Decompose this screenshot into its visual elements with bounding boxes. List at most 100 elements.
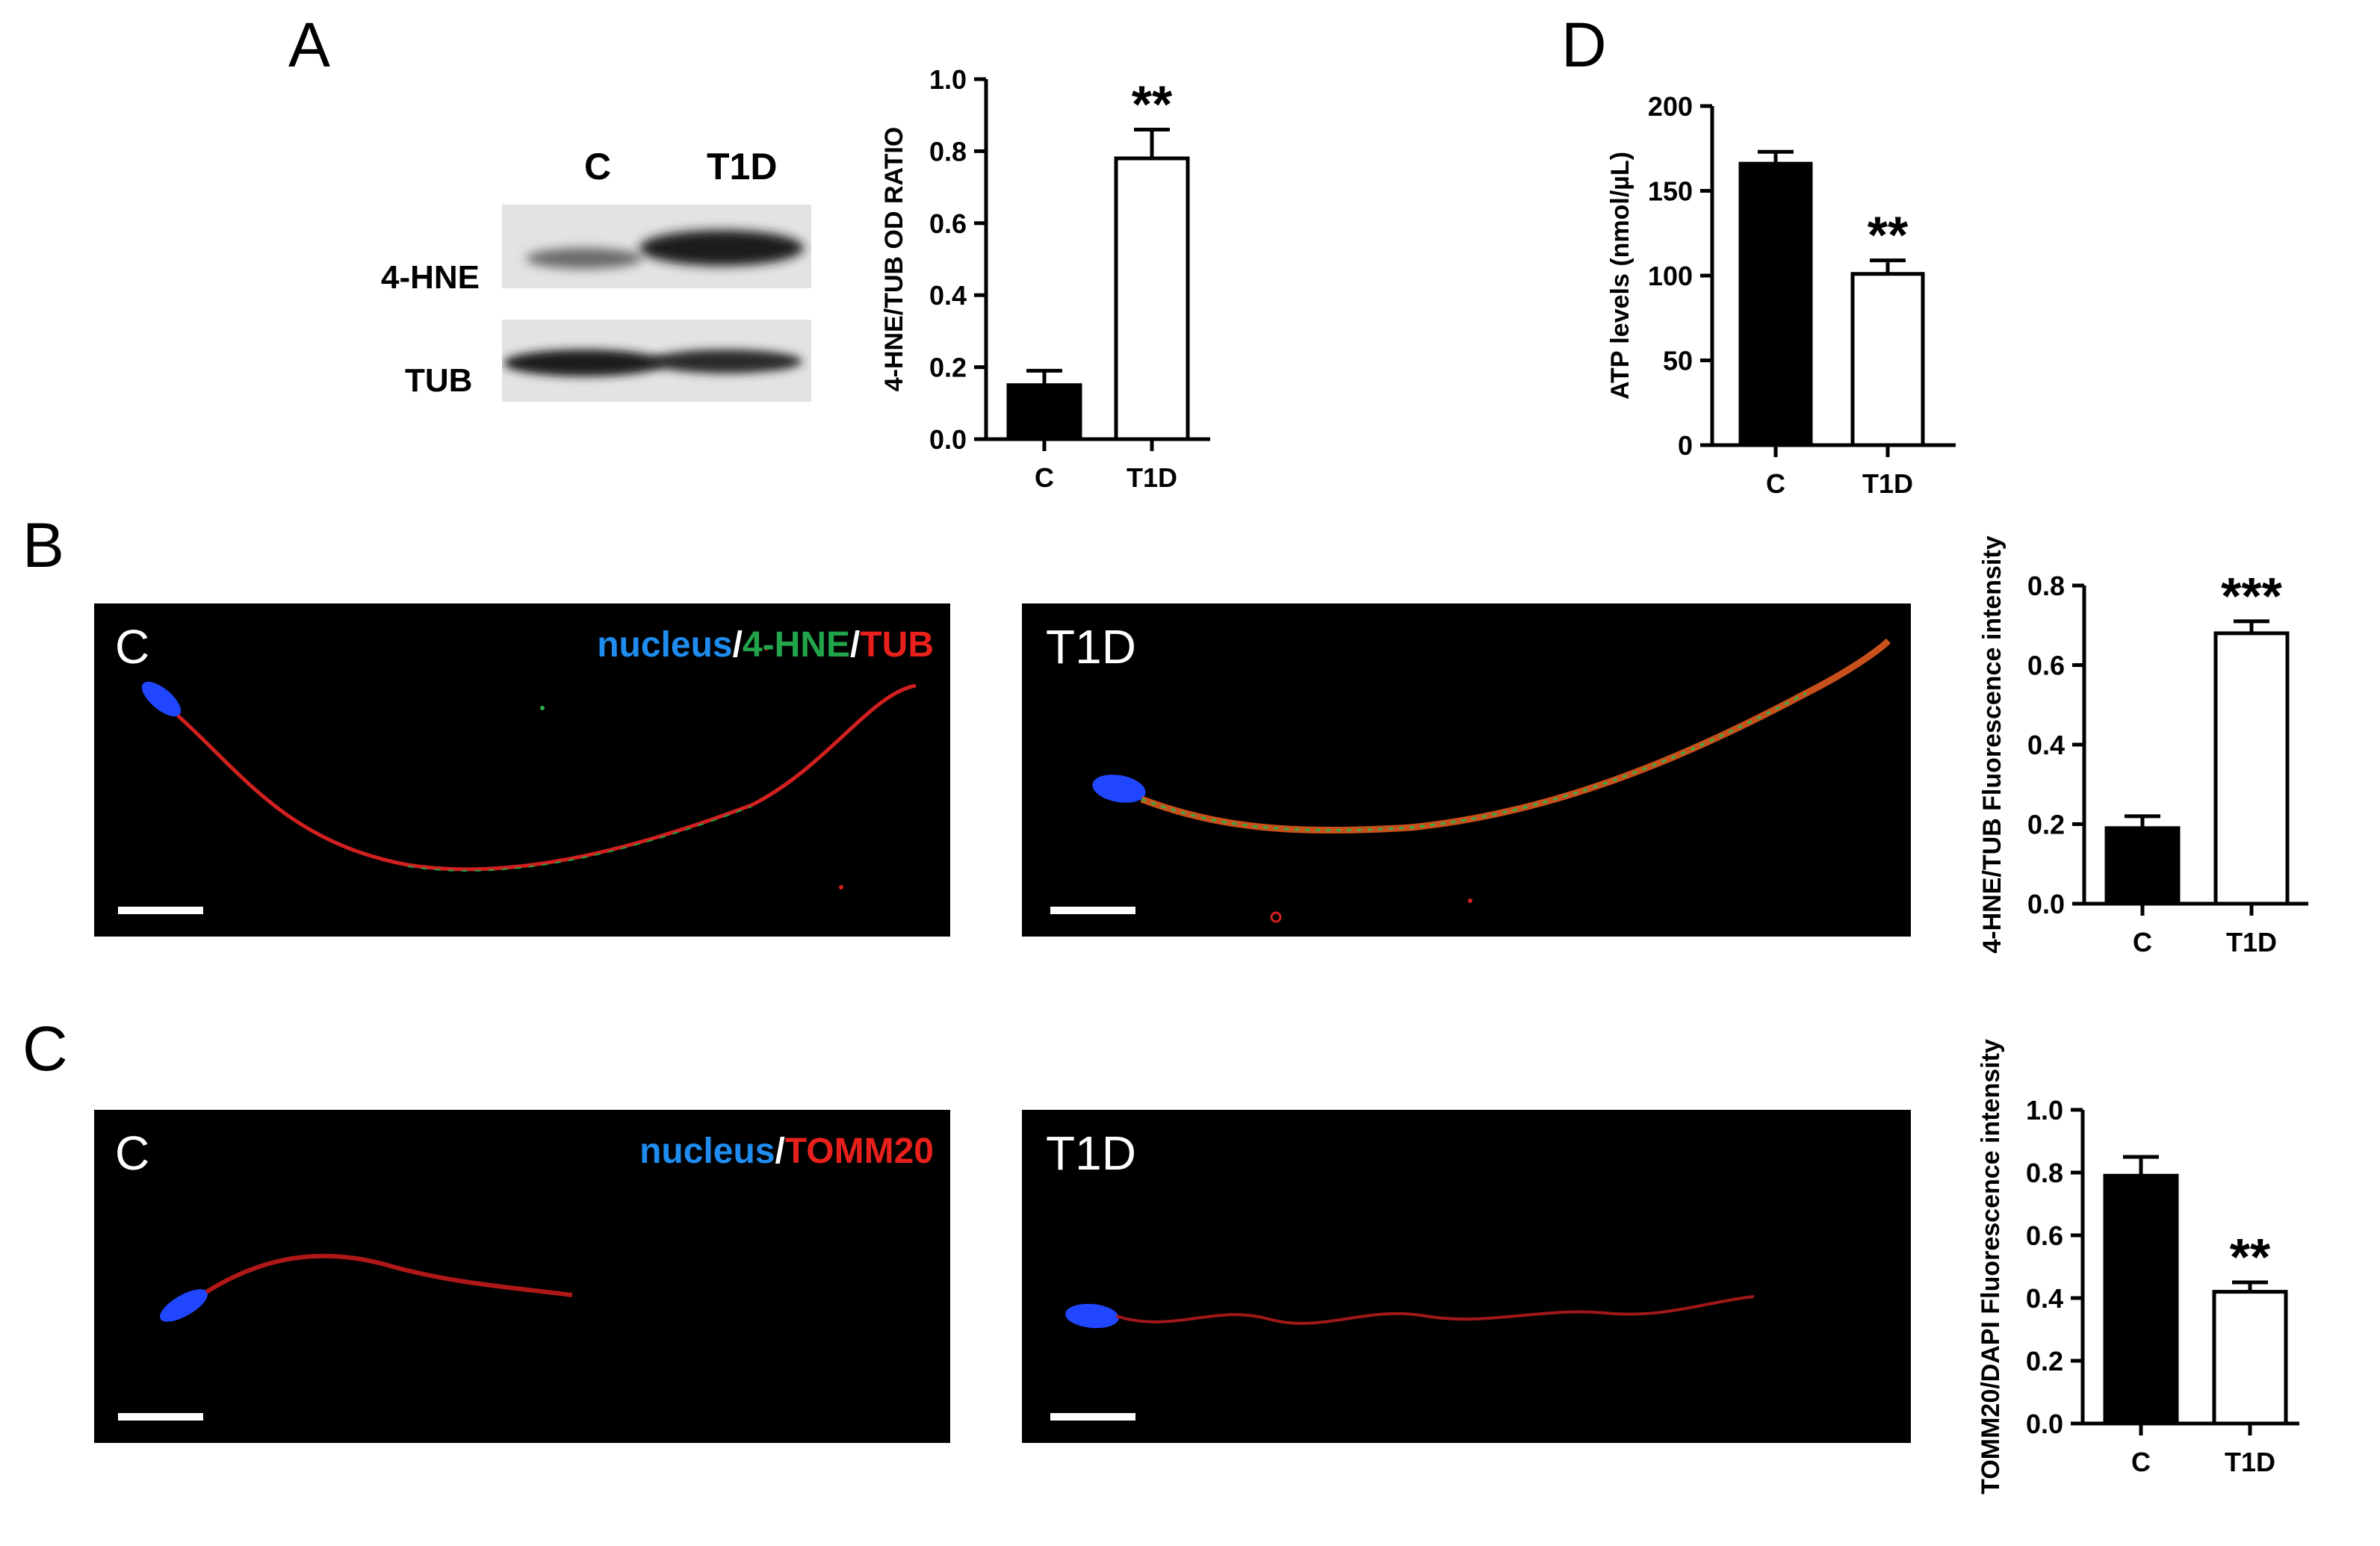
band-4hne-c [526, 248, 642, 269]
y-tick-label-c: 1.0 [2026, 1095, 2063, 1126]
y-tick-label-d: 0 [1678, 430, 1693, 461]
speck [1270, 911, 1282, 923]
y-tick-label-a: 0.0 [929, 424, 967, 455]
y-axis-label-a: 4-HNE/TUB OD RATIO [880, 127, 908, 391]
chart-c-tomm20: 0.0 0.2 0.4 0.6 0.8 1.0 TOMM20/DAPI Fluorescen… [1977, 1039, 2299, 1494]
micrograph-c-control: C nucleus/TOMM20 [94, 1110, 950, 1443]
x-tick-label-b: T1D [2226, 927, 2277, 957]
legend-c-nucleus: nucleus [639, 1131, 775, 1171]
micrograph-c-label-t1d: T1D [1046, 1126, 1136, 1180]
blot-strip-4hne [502, 205, 811, 288]
sperm-c-control [160, 1253, 573, 1322]
y-tick-label-c: 0.0 [2026, 1409, 2063, 1439]
significance-d: ** [1868, 206, 1909, 264]
legend-c: nucleus/TOMM20 [639, 1134, 934, 1170]
micrograph-b-label-c: C [115, 620, 150, 674]
y-tick-label-d: 100 [1648, 261, 1693, 291]
y-tick-label-b: 0.0 [2027, 889, 2065, 919]
y-tick-label-a: 0.8 [929, 136, 967, 167]
bar-a-c [1006, 383, 1082, 441]
scale-bar-b-t1d [1050, 907, 1135, 914]
y-tick-label-d: 50 [1663, 346, 1693, 376]
nucleus-b-t1d [1092, 774, 1146, 803]
bar-c-c [2103, 1173, 2179, 1426]
band-tub-t1d [650, 350, 802, 373]
significance-a: ** [1132, 75, 1173, 133]
y-axis-label-c: TOMM20/DAPI Fluorescence intensity [1977, 1039, 2005, 1494]
y-tick-label-a: 0.4 [929, 280, 967, 311]
y-tick-label-b: 0.2 [2027, 810, 2065, 840]
blot-bands-4hne [526, 230, 804, 269]
chart-a-od-ratio: 0.0 0.2 0.4 0.6 0.8 1.0 4-HNE/TUB OD RATIO C T1D… [880, 64, 1210, 493]
y-tick-label-a: 0.6 [929, 208, 967, 239]
y-tick-label-a: 0.2 [929, 353, 967, 383]
band-4hne-t1d [639, 230, 804, 266]
significance-c: ** [2230, 1228, 2271, 1286]
bar-b-t1d [2213, 631, 2290, 906]
speck [839, 885, 843, 890]
legend-b: nucleus/4-HNE/TUB [597, 627, 934, 663]
speck [1468, 898, 1472, 903]
band-tub-c [503, 350, 665, 376]
tail-c-t1d [1115, 1295, 1755, 1325]
y-axis-label-b: 4-HNE/TUB Fluorescence intensity [1978, 535, 2006, 953]
chart-d-atp: 0 50 100 150 200 ATP levels (nmol/µL) C T1D ** [1606, 91, 1956, 499]
blot-bands-tub [503, 350, 802, 376]
bar-d-t1d [1850, 272, 1925, 447]
bar-b-c [2104, 826, 2181, 906]
y-tick-label-d: 200 [1648, 91, 1693, 122]
nucleus-c-t1d [1065, 1303, 1119, 1329]
significance-b: *** [2221, 567, 2282, 625]
y-tick-label-d: 150 [1648, 176, 1693, 207]
tail-b-control [176, 683, 917, 872]
micrograph-b-t1d: T1D [1022, 603, 1911, 937]
chart-b-fluorescence: 0.0 0.2 0.4 0.6 0.8 4-HNE/TUB Fluorescence in… [1978, 535, 2308, 957]
micrograph-c-label-c: C [115, 1126, 150, 1180]
micrograph-b-label-t1d: T1D [1046, 620, 1136, 674]
legend-b-sep1: / [732, 625, 743, 665]
legend-b-tub: TUB [860, 625, 934, 665]
y-tick-label-c: 0.8 [2026, 1158, 2063, 1188]
sperm-c-t1d [1065, 1295, 1755, 1329]
y-tick-label-b: 0.6 [2027, 651, 2065, 681]
speck [540, 706, 545, 710]
y-tick-label-a: 1.0 [929, 64, 967, 95]
x-tick-label-d: T1D [1862, 468, 1913, 499]
x-tick-label-b: C [2133, 927, 2152, 957]
panel-letter-b: B [22, 510, 65, 580]
speck [764, 646, 769, 651]
scale-bar-c-control [118, 1413, 203, 1421]
bar-a-t1d [1114, 156, 1190, 441]
tail-c-control [205, 1253, 573, 1297]
x-tick-label-c: T1D [2225, 1447, 2275, 1477]
tail-b-t1d [1140, 638, 1891, 834]
panel-letter-c: C [22, 1013, 68, 1084]
sperm-b-t1d [1092, 638, 1891, 923]
blot-lane-c: C [584, 146, 612, 187]
sperm-b-control [141, 646, 917, 890]
nucleus-c-control [160, 1289, 208, 1322]
scale-bar-b-control [118, 907, 203, 914]
x-tick-label-a: C [1035, 462, 1054, 493]
blot-strip-tub [502, 320, 811, 402]
legend-b-nucleus: nucleus [597, 625, 733, 665]
blot-row-tub: TUB [405, 362, 473, 399]
x-tick-label-d: C [1766, 468, 1785, 499]
panel-letter-d: D [1561, 10, 1607, 80]
legend-c-sep1: / [775, 1131, 785, 1171]
bar-d-c [1738, 161, 1813, 447]
legend-b-sep2: / [850, 625, 861, 665]
micrograph-c-t1d: T1D [1022, 1110, 1911, 1443]
blot-row-4hne: 4-HNE [381, 259, 480, 296]
scale-bar-c-t1d [1050, 1413, 1135, 1421]
panel-letter-a: A [288, 10, 331, 80]
legend-c-tomm20: TOMM20 [784, 1131, 934, 1171]
blot-lane-t1d: T1D [707, 146, 778, 187]
tail-b-control-green [407, 806, 752, 872]
nucleus-b-control [141, 681, 182, 717]
tail-b-t1d-green [1141, 692, 1807, 832]
x-tick-label-a: T1D [1127, 462, 1177, 493]
y-axis-label-d: ATP levels (nmol/µL) [1606, 152, 1634, 400]
y-tick-label-b: 0.4 [2027, 730, 2065, 760]
